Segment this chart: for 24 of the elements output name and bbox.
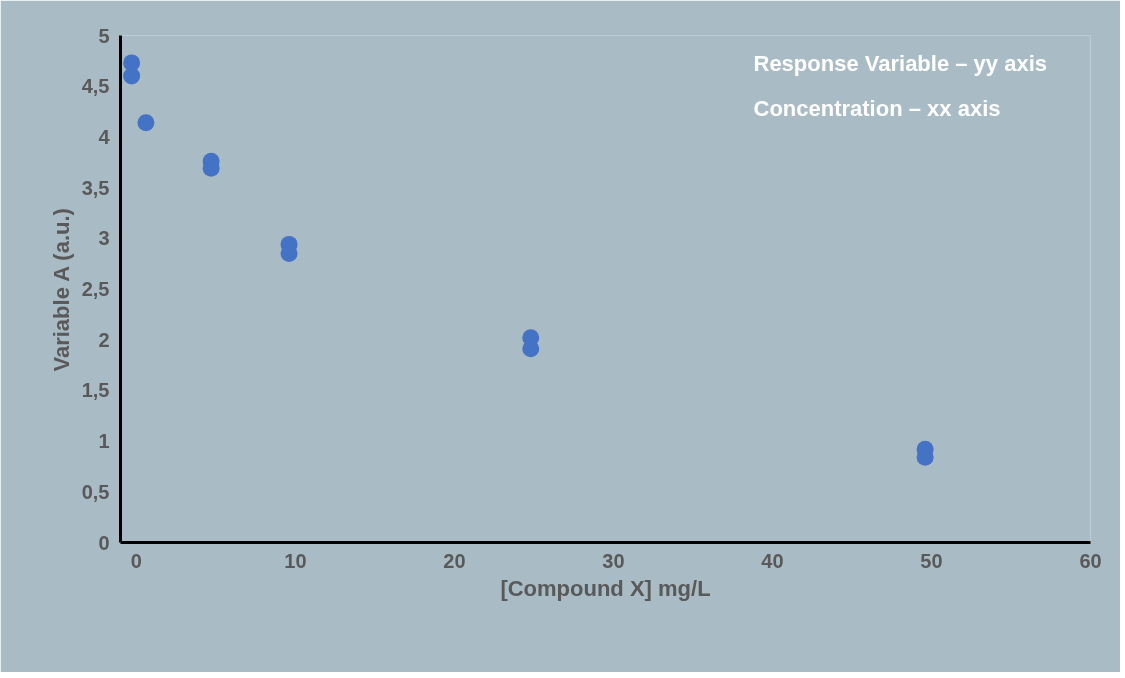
point	[137, 114, 155, 132]
y-tick-label: 5	[98, 24, 110, 47]
x-tick-label: 60	[1079, 549, 1102, 572]
y-tick-label: 2,5	[81, 278, 110, 300]
y-tick-label: 4	[98, 125, 111, 148]
y-tick-label: 2	[98, 328, 110, 351]
y-tick-label: 1,5	[81, 379, 110, 402]
y-tick-label: 3	[98, 227, 110, 250]
point	[123, 67, 141, 85]
x-tick-label: 50	[920, 549, 943, 572]
x-tick-label: 30	[602, 549, 625, 572]
x-tick-label: 20	[443, 549, 466, 572]
y-tick-label: 0	[98, 531, 110, 554]
y-tick-label: 3,5	[81, 176, 110, 199]
y-tick-label: 1	[98, 430, 110, 453]
x-tick-label: 0	[130, 549, 142, 572]
x-tick-label: 40	[761, 549, 784, 572]
x-tick-label: 10	[284, 549, 307, 572]
y-axis-title: Variable A (a.u.)	[48, 208, 74, 372]
x-axis-title: [Compound X] mg/L	[500, 575, 711, 601]
annotation: Concentration – xx axis	[753, 96, 1001, 121]
y-tick-label: 4,5	[81, 75, 110, 98]
y-tick-label: 0,5	[81, 480, 110, 503]
annotation: Response Variable – yy axis	[753, 51, 1048, 76]
